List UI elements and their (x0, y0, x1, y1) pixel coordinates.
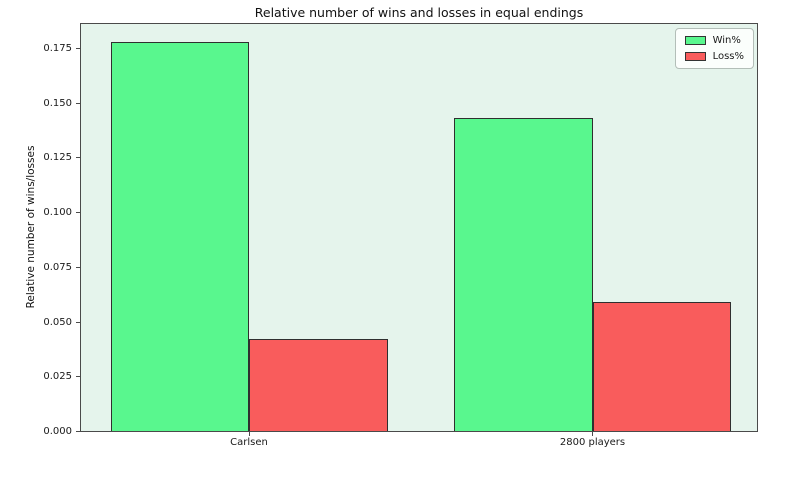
legend-item-win: Win% (684, 35, 744, 46)
legend-item-loss: Loss% (684, 51, 744, 62)
x-tick-mark (248, 432, 250, 436)
chart-title: Relative number of wins and losses in eq… (254, 5, 584, 20)
y-tick-label: 0.100 (43, 207, 72, 219)
y-tick-mark (76, 431, 80, 432)
x-tick-mark (592, 432, 593, 436)
y-tick-label: 0.175 (43, 43, 72, 55)
y-axis-label: Relative number of wins/losses (25, 145, 37, 309)
bar-2800-players-win (454, 118, 593, 431)
plot-area: Win% Loss% (80, 23, 758, 432)
y-tick-mark (76, 321, 80, 323)
y-tick-mark (76, 157, 80, 159)
y-tick-label: 0.000 (43, 426, 72, 437)
legend-swatch-win-icon (684, 36, 706, 45)
x-tick-label: Carlsen (230, 437, 268, 448)
bar-carlsen-win (110, 41, 249, 431)
bar-2800-players-loss (592, 301, 731, 431)
y-tick-mark (76, 48, 80, 50)
legend: Win% Loss% (674, 28, 754, 69)
y-tick-label: 0.150 (43, 97, 72, 109)
legend-label-win: Win% (712, 35, 741, 46)
legend-swatch-loss-icon (684, 52, 706, 61)
bar-carlsen-loss (249, 339, 388, 431)
x-tick-label: 2800 players (559, 437, 626, 448)
y-tick-mark (76, 376, 80, 378)
y-tick-label: 0.025 (43, 371, 72, 383)
y-tick-mark (76, 102, 80, 104)
y-tick-label: 0.125 (43, 152, 72, 164)
y-tick-label: 0.075 (43, 261, 72, 273)
legend-label-loss: Loss% (712, 51, 744, 62)
y-tick-mark (76, 266, 80, 268)
y-tick-mark (76, 212, 80, 214)
y-tick-label: 0.050 (43, 316, 72, 328)
